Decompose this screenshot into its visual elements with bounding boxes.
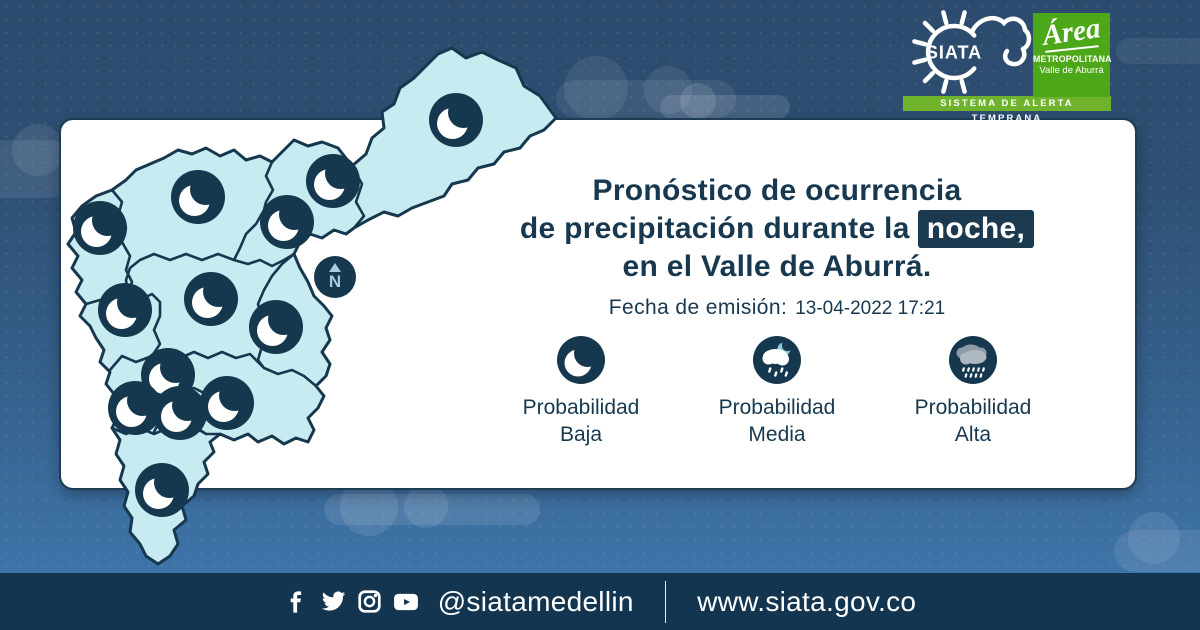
legend-label: Probabilidad Alta bbox=[914, 396, 1032, 446]
youtube-icon[interactable] bbox=[392, 589, 420, 615]
cloud-shape bbox=[324, 478, 540, 536]
amva-logo: Área METROPOLITANA Valle de Aburrá bbox=[1033, 12, 1112, 97]
website-url[interactable]: www.siata.gov.co bbox=[697, 585, 917, 617]
legend-item-alta: Probabilidad Alta bbox=[897, 334, 1049, 448]
title-line-3: en el Valle de Aburrá. bbox=[622, 250, 932, 283]
social-icons bbox=[284, 588, 420, 615]
footer-bar: @siatamedellin www.siata.gov.co bbox=[0, 573, 1200, 630]
cloud-shape bbox=[1116, 38, 1200, 64]
siata-tagline: SISTEMA DE ALERTA TEMPRANA bbox=[903, 96, 1111, 124]
instagram-icon[interactable] bbox=[357, 589, 382, 614]
emission-date: Fecha de emisión: 13-04-2022 17:21 bbox=[481, 296, 1073, 320]
emission-value: 13-04-2022 17:21 bbox=[795, 298, 946, 319]
cloud-shape bbox=[556, 56, 736, 120]
emission-label: Fecha de emisión: bbox=[608, 296, 788, 319]
siata-logo: SIATA bbox=[912, 10, 1032, 94]
page-title: Pronóstico de ocurrencia de precipitació… bbox=[481, 172, 1073, 286]
facebook-icon[interactable] bbox=[284, 589, 310, 615]
cloud-shape bbox=[660, 83, 790, 119]
title-line-1: Pronóstico de ocurrencia bbox=[592, 174, 962, 207]
moon-icon bbox=[557, 336, 605, 384]
legend-item-baja: Probabilidad Baja bbox=[505, 334, 657, 448]
social-handle[interactable]: @siatamedellin bbox=[437, 585, 634, 617]
footer-divider bbox=[664, 580, 667, 623]
cloud-shape bbox=[1114, 512, 1200, 572]
cloud-light-rain-moon-icon bbox=[753, 336, 801, 384]
legend-label: Probabilidad Baja bbox=[522, 396, 640, 446]
amva-metro-text: METROPOLITANA bbox=[1033, 54, 1112, 64]
legend: Probabilidad Baja bbox=[481, 334, 1073, 448]
amva-valle-text: Valle de Aburrá bbox=[1039, 65, 1104, 76]
legend-label: Probabilidad Media bbox=[718, 396, 836, 446]
legend-item-media: Probabilidad Media bbox=[701, 334, 853, 448]
cloud-heavy-rain-icon bbox=[949, 336, 997, 384]
siata-logo-text: SIATA bbox=[926, 43, 982, 63]
forecast-card: Pronóstico de ocurrencia de precipitació… bbox=[59, 118, 1137, 490]
highlight-noche: noche, bbox=[917, 210, 1035, 248]
twitter-icon[interactable] bbox=[320, 588, 347, 615]
title-line-2: de precipitación durante la noche, bbox=[481, 210, 1073, 248]
